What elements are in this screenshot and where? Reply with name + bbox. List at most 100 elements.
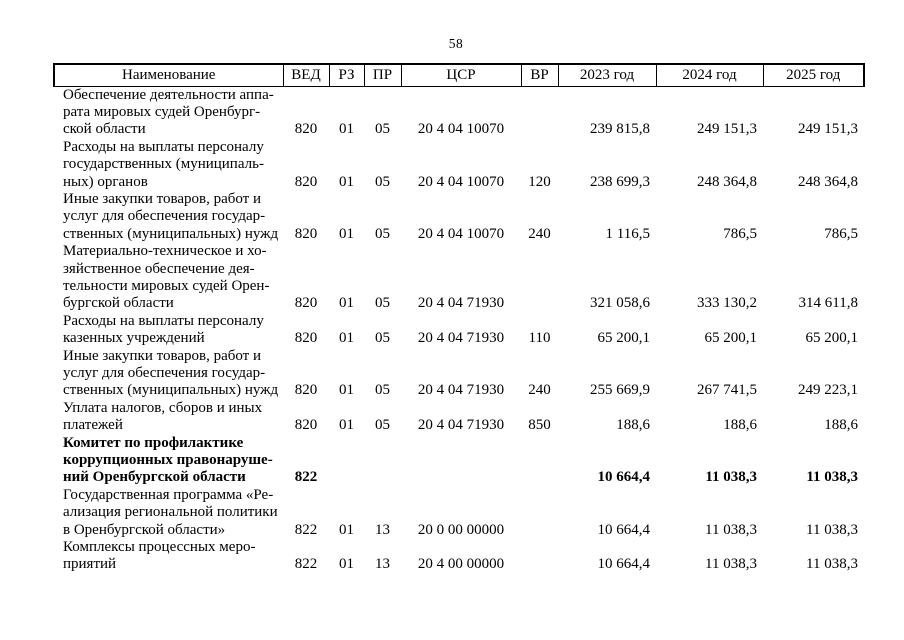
cell-y2024: 248 364,8 — [697, 173, 757, 190]
cell-rz: 01 — [339, 521, 354, 538]
header-name: Наименование — [53, 63, 284, 87]
cell-vr: 240 — [528, 225, 551, 242]
header-2024: 2024 год — [655, 63, 764, 87]
cell-csr: 20 4 04 10070 — [417, 225, 505, 242]
cell-y2024: 11 038,3 — [705, 469, 757, 486]
cell-vr: 110 — [528, 330, 551, 347]
cell-pr: 05 — [375, 295, 390, 312]
cell-name: Материально-техническое и хо- зяйственно… — [63, 243, 270, 312]
cell-y2023: 10 664,4 — [597, 469, 651, 486]
cell-y2025: 786,5 — [824, 225, 858, 242]
cell-y2024: 249 151,3 — [697, 121, 757, 138]
cell-pr: 05 — [375, 330, 390, 347]
cell-rz: 01 — [339, 330, 354, 347]
page-number: 58 — [448, 36, 464, 51]
table-row: Государственная программа «Ре- ализация … — [54, 487, 864, 539]
cell-y2023: 1 116,5 — [605, 225, 650, 242]
cell-y2025: 248 364,8 — [798, 173, 858, 190]
cell-name: Государственная программа «Ре- ализация … — [63, 486, 278, 538]
cell-ved: 820 — [294, 225, 318, 242]
cell-pr: 13 — [375, 521, 390, 538]
cell-y2025: 314 611,8 — [798, 295, 858, 312]
cell-y2025: 11 038,3 — [806, 521, 858, 538]
header-vr: ВР — [520, 63, 559, 87]
cell-csr: 20 4 04 10070 — [417, 121, 505, 138]
cell-ved: 822 — [294, 556, 318, 573]
cell-rz: 01 — [339, 295, 354, 312]
cell-csr: 20 4 04 10070 — [417, 173, 505, 190]
budget-table: Наименование ВЕД РЗ ПР ЦСР ВР 2023 год 2… — [53, 63, 865, 574]
header-ved: ВЕД — [282, 63, 330, 87]
cell-y2025: 11 038,3 — [806, 469, 858, 486]
cell-name: Уплата налогов, сборов и иных платежей — [63, 399, 263, 434]
header-csr: ЦСР — [400, 63, 522, 87]
cell-rz: 01 — [339, 556, 354, 573]
cell-y2024: 65 200,1 — [704, 330, 758, 347]
cell-pr: 05 — [375, 417, 390, 434]
cell-pr: 05 — [375, 121, 390, 138]
cell-name: Иные закупки товаров, работ и услуг для … — [63, 347, 279, 399]
cell-csr: 20 4 04 71930 — [417, 382, 505, 399]
cell-csr: 20 4 00 00000 — [417, 556, 505, 573]
cell-ved: 822 — [294, 469, 318, 486]
cell-name: Иные закупки товаров, работ и услуг для … — [63, 190, 279, 242]
cell-ved: 820 — [294, 382, 318, 399]
cell-pr: 05 — [375, 225, 390, 242]
table-row: Расходы на выплаты персоналу казенных уч… — [54, 313, 864, 348]
cell-y2025: 65 200,1 — [805, 330, 859, 347]
cell-vr: 120 — [528, 173, 551, 190]
header-rz: РЗ — [328, 63, 365, 87]
cell-vr — [521, 539, 558, 574]
table-row: Уплата налогов, сборов и иных платежей 82… — [54, 400, 864, 435]
cell-ved: 820 — [294, 295, 318, 312]
cell-y2023: 321 058,6 — [590, 295, 650, 312]
cell-rz: 01 — [339, 173, 354, 190]
table-row: Комплексы процессных меро- приятий 822 01 1… — [54, 539, 864, 574]
cell-ved: 820 — [294, 417, 318, 434]
header-pr: ПР — [363, 63, 402, 87]
table-row: Обеспечение деятельности аппа- рата миро… — [54, 86, 864, 139]
cell-rz — [329, 435, 364, 487]
cell-vr — [521, 435, 558, 487]
cell-y2024: 188,6 — [723, 417, 757, 434]
table-row: Иные закупки товаров, работ и услуг для … — [54, 191, 864, 243]
table-header: Наименование ВЕД РЗ ПР ЦСР ВР 2023 год 2… — [53, 63, 865, 87]
cell-name: Комитет по профилактике коррупционных пр… — [63, 434, 273, 486]
table-row: Комитет по профилактике коррупционных пр… — [54, 435, 864, 487]
cell-vr: 850 — [528, 417, 551, 434]
cell-y2024: 786,5 — [723, 225, 757, 242]
cell-y2023: 238 699,3 — [590, 173, 650, 190]
cell-y2025: 188,6 — [824, 417, 858, 434]
cell-rz: 01 — [339, 225, 354, 242]
cell-y2023: 10 664,4 — [597, 556, 651, 573]
cell-y2025: 249 151,3 — [798, 121, 858, 138]
cell-vr — [521, 86, 558, 139]
cell-rz: 01 — [339, 121, 354, 138]
cell-ved: 822 — [294, 521, 318, 538]
cell-csr: 20 4 04 71930 — [417, 295, 505, 312]
cell-y2024: 11 038,3 — [705, 521, 757, 538]
cell-pr — [364, 435, 401, 487]
cell-name: Расходы на выплаты персоналу государстве… — [63, 138, 264, 190]
table-body: Обеспечение деятельности аппа- рата миро… — [54, 86, 864, 574]
cell-y2023: 10 664,4 — [597, 521, 651, 538]
cell-ved: 820 — [294, 121, 318, 138]
cell-y2024: 267 741,5 — [697, 382, 757, 399]
cell-rz: 01 — [339, 382, 354, 399]
table-header-row: Наименование ВЕД РЗ ПР ЦСР ВР 2023 год 2… — [53, 63, 865, 87]
table-row: Расходы на выплаты персоналу государстве… — [54, 139, 864, 191]
header-2025: 2025 год — [762, 63, 865, 87]
cell-y2025: 11 038,3 — [806, 556, 858, 573]
cell-pr: 05 — [375, 173, 390, 190]
cell-vr — [521, 243, 558, 313]
cell-ved: 820 — [294, 330, 318, 347]
cell-vr — [521, 487, 558, 539]
cell-vr: 240 — [528, 382, 551, 399]
cell-y2023: 255 669,9 — [590, 382, 650, 399]
cell-y2025: 249 223,1 — [798, 382, 858, 399]
cell-y2024: 11 038,3 — [705, 556, 757, 573]
cell-y2023: 65 200,1 — [597, 330, 651, 347]
cell-rz: 01 — [339, 417, 354, 434]
cell-csr — [401, 435, 521, 487]
